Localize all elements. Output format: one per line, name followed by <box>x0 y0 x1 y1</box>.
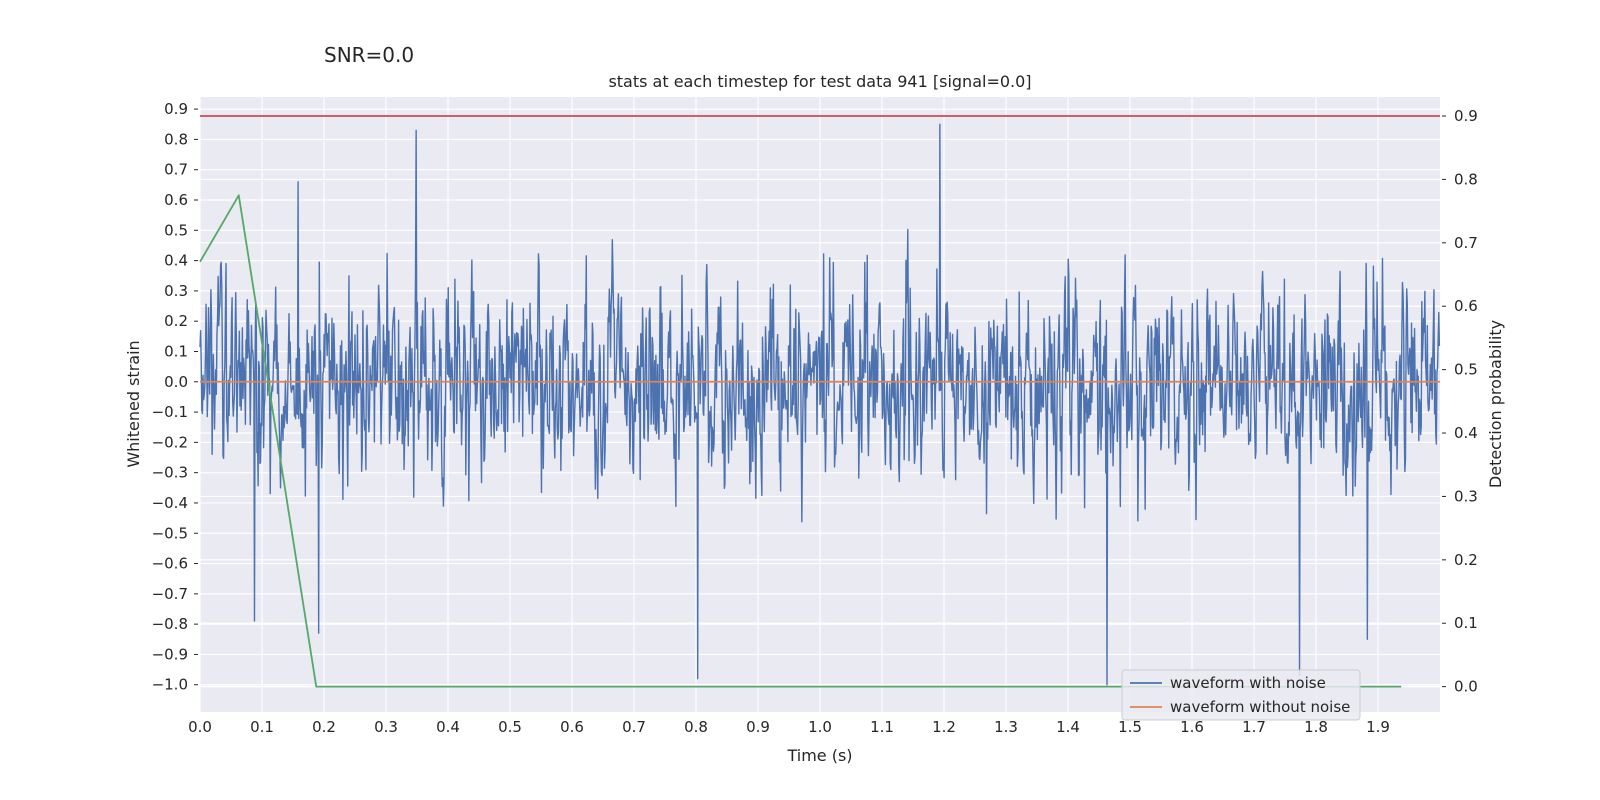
y-left-tick-labels: 0.9 0.8 0.7 0.6 0.5 0.4 0.3 0.2 0.1 0.0 −0.1 −0.2 −0… <box>152 100 198 694</box>
series-layer <box>199 115 1441 688</box>
series-line-waveform-with-noise <box>199 123 1441 686</box>
x-tick-label: 0.3 <box>374 718 398 736</box>
y-left-tick-label: 0.3 <box>164 282 188 300</box>
y-left-tick-label: −0.3 <box>152 464 188 482</box>
y-left-tick-label: 0.7 <box>164 161 188 179</box>
x-tick-label: 1.7 <box>1242 718 1266 736</box>
y-left-tick-label: −1.0 <box>152 676 188 694</box>
y-right-tick-labels: 0.9 0.8 0.7 0.6 0.5 0.4 0.3 0.2 0.1 0.0 <box>1442 107 1478 696</box>
y-left-tick-label: −0.7 <box>152 585 188 603</box>
y-left-tick-label: 0.6 <box>164 191 188 209</box>
x-tick-label: 1.9 <box>1366 718 1390 736</box>
y-right-tick-label: 0.8 <box>1454 170 1478 188</box>
y-left-tick-label: −0.5 <box>152 524 188 542</box>
y-left-tick-label: 0.5 <box>164 221 188 239</box>
x-tick-label: 1.1 <box>870 718 894 736</box>
y-left-tick-label: 0.8 <box>164 130 188 148</box>
y-left-tick-label: 0.0 <box>164 373 188 391</box>
y-left-tick-label: −0.4 <box>152 494 188 512</box>
x-tick-labels: 0.0 0.1 0.2 0.3 0.4 0.5 0.6 0.7 0.8 0.9 1.0 1.1 1.2 1… <box>188 718 1390 736</box>
y-left-tick-label: 0.4 <box>164 252 188 270</box>
y-right-tick-label: 0.3 <box>1454 487 1478 505</box>
y-left-tick-label: −0.2 <box>152 433 188 451</box>
y-left-tick-label: 0.9 <box>164 100 188 118</box>
legend: waveform with noise waveform without noi… <box>1121 669 1361 721</box>
y-right-tick-label: 0.2 <box>1454 551 1478 569</box>
chart-suptitle: SNR=0.0 <box>324 43 414 67</box>
y-right-tick-label: 0.1 <box>1454 614 1478 632</box>
x-tick-label: 0.5 <box>498 718 522 736</box>
y-right-tick-label: 0.5 <box>1454 361 1478 379</box>
chart-title: stats at each timestep for test data 941… <box>608 72 1031 91</box>
x-tick-label: 0.8 <box>684 718 708 736</box>
y-left-tick-label: −0.8 <box>152 615 188 633</box>
x-tick-label: 1.0 <box>808 718 832 736</box>
y-left-tick-label: 0.2 <box>164 312 188 330</box>
x-tick-label: 1.5 <box>1118 718 1142 736</box>
legend-box <box>1121 669 1361 721</box>
x-tick-label: 0.6 <box>560 718 584 736</box>
x-tick-label: 0.9 <box>746 718 770 736</box>
y-right-tick-label: 0.4 <box>1454 424 1478 442</box>
x-tick-label: 0.2 <box>312 718 336 736</box>
x-tick-label: 0.1 <box>250 718 274 736</box>
legend-label-waveform-with-noise: waveform with noise <box>1170 674 1326 692</box>
y-axis-label-left: Whitened strain <box>124 340 143 467</box>
series-line-series-2 <box>199 194 1402 688</box>
y-left-tick-label: −0.9 <box>152 645 188 663</box>
y-right-tick-label: 0.7 <box>1454 234 1478 252</box>
y-left-tick-label: −0.1 <box>152 403 188 421</box>
x-tick-label: 1.6 <box>1180 718 1204 736</box>
y-right-tick-label: 0.0 <box>1454 678 1478 696</box>
x-tick-label: 0.0 <box>188 718 212 736</box>
y-axis-label-right: Detection probability <box>1486 320 1505 488</box>
x-tick-label: 1.4 <box>1056 718 1080 736</box>
y-left-tick-label: −0.6 <box>152 555 188 573</box>
y-right-tick-label: 0.6 <box>1454 297 1478 315</box>
x-tick-label: 1.3 <box>994 718 1018 736</box>
x-tick-label: 1.2 <box>932 718 956 736</box>
x-tick-label: 0.7 <box>622 718 646 736</box>
legend-label-waveform-without-noise: waveform without noise <box>1170 698 1350 716</box>
y-right-tick-label: 0.9 <box>1454 107 1478 125</box>
x-tick-label: 1.8 <box>1304 718 1328 736</box>
y-left-tick-label: 0.1 <box>164 342 188 360</box>
x-axis-label: Time (s) <box>786 746 852 765</box>
x-tick-label: 0.4 <box>436 718 460 736</box>
